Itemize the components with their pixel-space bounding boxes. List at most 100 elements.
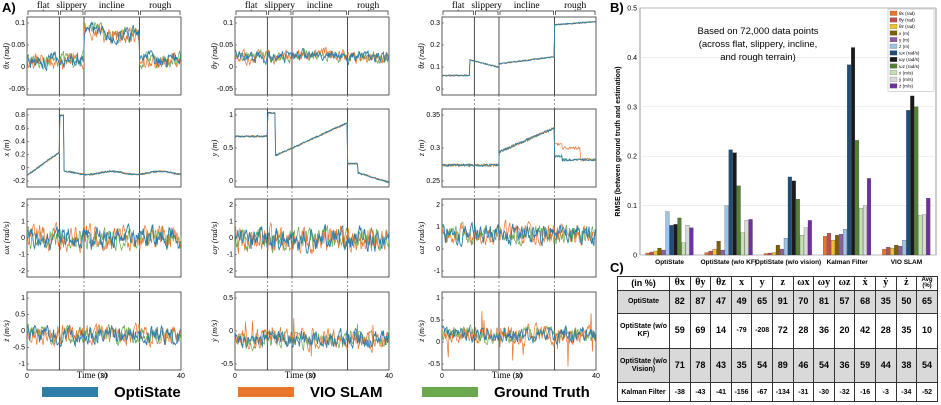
y-tick-label: 0 xyxy=(229,178,233,185)
table-row: OptiState (w/o Vision) 71 78 43 35 54 89 46 54 36… xyxy=(617,347,938,384)
table-header-cell: ωx xyxy=(792,276,815,291)
table-cell: 65 xyxy=(916,289,938,314)
bar xyxy=(894,244,899,256)
table-cell: 91 xyxy=(771,289,794,314)
bar xyxy=(867,178,872,256)
bar-legend-label: ωx (rad/s) xyxy=(899,51,920,56)
y-tick-label: -1 xyxy=(227,252,233,259)
table-cell: 38 xyxy=(895,347,918,384)
bar-category-label: OptiState (w/o vision) xyxy=(755,259,821,266)
bar xyxy=(839,234,844,256)
table-cell: 20 xyxy=(833,312,856,349)
bar-legend-swatch xyxy=(889,43,898,49)
subplot-ylabel: ωy (rad/s) xyxy=(210,221,219,254)
table-row-label: OptiState (w/o KF) xyxy=(617,312,670,349)
regime-bracket xyxy=(474,9,499,15)
table-cell: -30 xyxy=(813,382,835,402)
regime-label: slippery xyxy=(56,1,87,11)
y-tick-label: -1 xyxy=(19,252,25,259)
regime-bracket xyxy=(27,9,59,15)
bar xyxy=(748,219,753,256)
bar xyxy=(914,106,919,256)
bar-legend-label: z (m) xyxy=(899,44,910,49)
y-tick-label: 0 xyxy=(229,235,233,242)
bar-y-tick-label: 0.1 xyxy=(627,203,637,210)
bar xyxy=(823,236,828,256)
timeseries-subplot: θx (rad) 0.1 0.05 0 -0.05 flat slippery incline… xyxy=(2,0,182,109)
table-cell: 49 xyxy=(730,289,753,314)
regime-label: slippery xyxy=(471,1,502,11)
x-axis-label: Time (s) xyxy=(77,370,107,380)
table-cell: 28 xyxy=(792,312,815,349)
table-cell: 35 xyxy=(895,312,918,349)
bar-legend-swatch xyxy=(889,24,898,29)
table-cell: 89 xyxy=(771,347,794,384)
regime-label: slippery xyxy=(264,1,295,11)
timeseries-subplot: z (m) 0.35 0.3 0.25 xyxy=(417,108,597,199)
legend-label: OptiState xyxy=(114,384,181,401)
bar xyxy=(882,248,887,256)
y-tick-label: 0.05 xyxy=(11,42,25,49)
y-tick-label: 1 xyxy=(21,295,25,302)
subplot-ylabel: ωx (rad/s) xyxy=(2,221,11,254)
y-tick-label: 0.6 xyxy=(15,125,25,132)
series-trace xyxy=(234,224,390,254)
bar-category-label: Kalman Filter xyxy=(827,259,869,266)
bar-chart: 0 0.1 0.2 0.3 0.4 0.5 RMSE (between ground tru… xyxy=(615,6,937,266)
bar-legend-swatch xyxy=(889,83,898,89)
regime-label: incline xyxy=(99,1,125,11)
y-tick-label: 0 xyxy=(436,339,440,346)
y-tick-label: 0.35 xyxy=(426,112,440,119)
y-tick-label: 0 xyxy=(21,328,25,335)
series-trace xyxy=(234,111,390,183)
bar xyxy=(847,64,852,256)
panel-label-c: C) xyxy=(610,260,624,275)
bar xyxy=(720,249,725,256)
table-header-cell: ẋ xyxy=(854,276,876,291)
regime-label: flat xyxy=(37,0,50,11)
table-header-cell: x xyxy=(730,276,753,291)
regime-label: flat xyxy=(245,0,258,11)
table-cell: -208 xyxy=(751,312,773,349)
bar-legend-swatch xyxy=(889,50,898,56)
bar xyxy=(657,247,662,256)
bar xyxy=(716,241,721,256)
y-tick-label: -2 xyxy=(227,268,233,275)
subplot-ylabel: θy (rad) xyxy=(210,43,219,69)
bar xyxy=(898,245,903,256)
table-cell: -38 xyxy=(669,382,691,402)
table-cell: 78 xyxy=(689,347,712,384)
regime-label: flat xyxy=(452,0,465,11)
table-row: Kalman Filter -38 -43 -41 -156 -67 -134 -31 -30-… xyxy=(617,382,938,402)
annotation-line: (across flat, slippery, incline, xyxy=(699,39,818,50)
bar xyxy=(665,211,670,256)
table-header-cell: Avg (%) xyxy=(916,276,938,291)
bar xyxy=(673,224,678,256)
bar xyxy=(661,249,666,256)
y-tick-label: 0 xyxy=(21,64,25,71)
bar xyxy=(863,205,868,256)
table-cell: 44 xyxy=(874,347,897,384)
regime-label: incline xyxy=(307,1,333,11)
x-tick-label: 20 xyxy=(308,373,316,380)
subplot-ylabel: θx (rad) xyxy=(2,43,11,69)
y-tick-label: -0.5 xyxy=(428,361,440,368)
bar xyxy=(926,198,931,256)
bar-y-tick-label: 0.2 xyxy=(627,154,637,161)
table-cell: -79 xyxy=(730,312,753,349)
bar-y-tick-label: 0.5 xyxy=(627,6,637,13)
bar-category-label: VIO SLAM xyxy=(891,259,922,266)
x-axis-label: Time (s) xyxy=(492,370,522,380)
table-cell: -41 xyxy=(710,382,732,402)
bar-y-axis-label: RMSE (between ground truth and estimatio… xyxy=(615,66,622,216)
legend-item: OptiState xyxy=(42,384,181,401)
y-tick-label: -1 xyxy=(434,268,440,275)
y-tick-label: 0.2 xyxy=(430,42,440,49)
bar-y-tick-label: 0 xyxy=(633,253,637,260)
bar xyxy=(736,185,741,256)
bar xyxy=(740,232,745,256)
y-tick-label: 0.3 xyxy=(430,145,440,152)
bar xyxy=(653,250,658,256)
bar-legend-swatch xyxy=(889,63,898,69)
